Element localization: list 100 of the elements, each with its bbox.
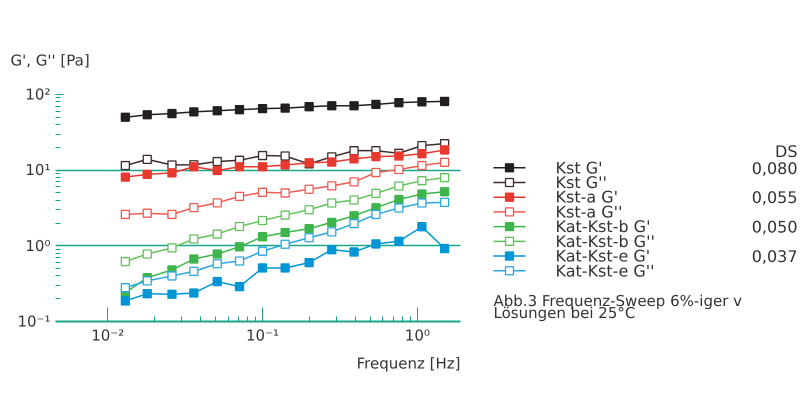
point [304, 233, 314, 242]
point [394, 236, 404, 246]
point [167, 210, 177, 220]
point [212, 156, 222, 166]
point [304, 102, 314, 112]
point [189, 234, 198, 244]
point [234, 222, 244, 232]
point [327, 101, 336, 110]
point [142, 154, 152, 164]
point [280, 240, 290, 249]
point [440, 96, 450, 106]
point [417, 149, 427, 158]
point [120, 283, 130, 292]
point [142, 208, 152, 218]
point [327, 227, 336, 237]
point [212, 229, 222, 239]
point [258, 263, 268, 273]
point [349, 177, 359, 187]
point [280, 151, 290, 161]
point [440, 158, 450, 167]
point [304, 184, 314, 194]
point [212, 198, 222, 208]
point [394, 203, 404, 213]
text: 0,050 [752, 218, 798, 237]
point [417, 97, 427, 106]
point [189, 107, 198, 116]
point [417, 222, 427, 232]
point [234, 242, 244, 252]
point [234, 105, 244, 114]
point [417, 140, 427, 150]
point [371, 100, 381, 110]
y-tick-label: 10² [25, 86, 51, 104]
text: 0,037 [752, 247, 798, 266]
point [440, 173, 450, 182]
point [120, 296, 130, 306]
point [327, 198, 336, 208]
point [349, 247, 359, 257]
point [440, 244, 450, 254]
point [142, 110, 152, 120]
point [167, 168, 177, 178]
point [349, 154, 359, 164]
point [142, 170, 152, 180]
point [371, 239, 381, 249]
point [258, 162, 268, 172]
point [234, 162, 244, 172]
point [120, 112, 130, 122]
point [258, 246, 268, 256]
point [371, 188, 381, 198]
point [417, 198, 427, 208]
point [234, 256, 244, 266]
point [212, 259, 222, 268]
point [349, 195, 359, 205]
point [212, 106, 222, 116]
point [394, 194, 404, 204]
point [304, 224, 314, 234]
point [258, 232, 268, 242]
point [212, 249, 222, 259]
point [167, 243, 177, 253]
point [394, 98, 404, 108]
point [120, 172, 130, 182]
point [167, 271, 177, 281]
point [327, 218, 336, 228]
x-axis-title: Frequenz [Hz] [356, 354, 461, 372]
text: 0,055 [752, 188, 798, 208]
point [142, 289, 152, 298]
point [440, 198, 450, 208]
point [304, 205, 314, 214]
point [258, 216, 268, 226]
point [371, 152, 381, 162]
y-axis-title: G', G'' [Pa] [10, 52, 90, 70]
point [212, 276, 222, 286]
y-tick-label: 10¹ [25, 161, 51, 180]
point [280, 160, 290, 170]
point [280, 228, 290, 238]
point [394, 151, 404, 161]
y-tick-label: 10⁰ [25, 236, 51, 255]
point [304, 258, 314, 268]
point [327, 157, 336, 167]
point [280, 104, 290, 113]
point [189, 202, 198, 212]
point [120, 210, 130, 220]
point [349, 101, 359, 110]
point [120, 256, 130, 266]
text: DS [775, 142, 798, 161]
point [394, 181, 404, 191]
point [371, 210, 381, 220]
point [327, 181, 336, 191]
point [212, 166, 222, 176]
point [440, 145, 450, 155]
text: 0,080 [752, 158, 798, 178]
point [142, 276, 152, 286]
point [280, 210, 290, 220]
point [120, 160, 130, 170]
point [280, 188, 290, 198]
point [167, 108, 177, 118]
point [189, 288, 198, 298]
point [417, 189, 427, 199]
point [349, 218, 359, 228]
y-tick-label: 10⁻¹ [17, 312, 51, 330]
point [440, 187, 450, 196]
